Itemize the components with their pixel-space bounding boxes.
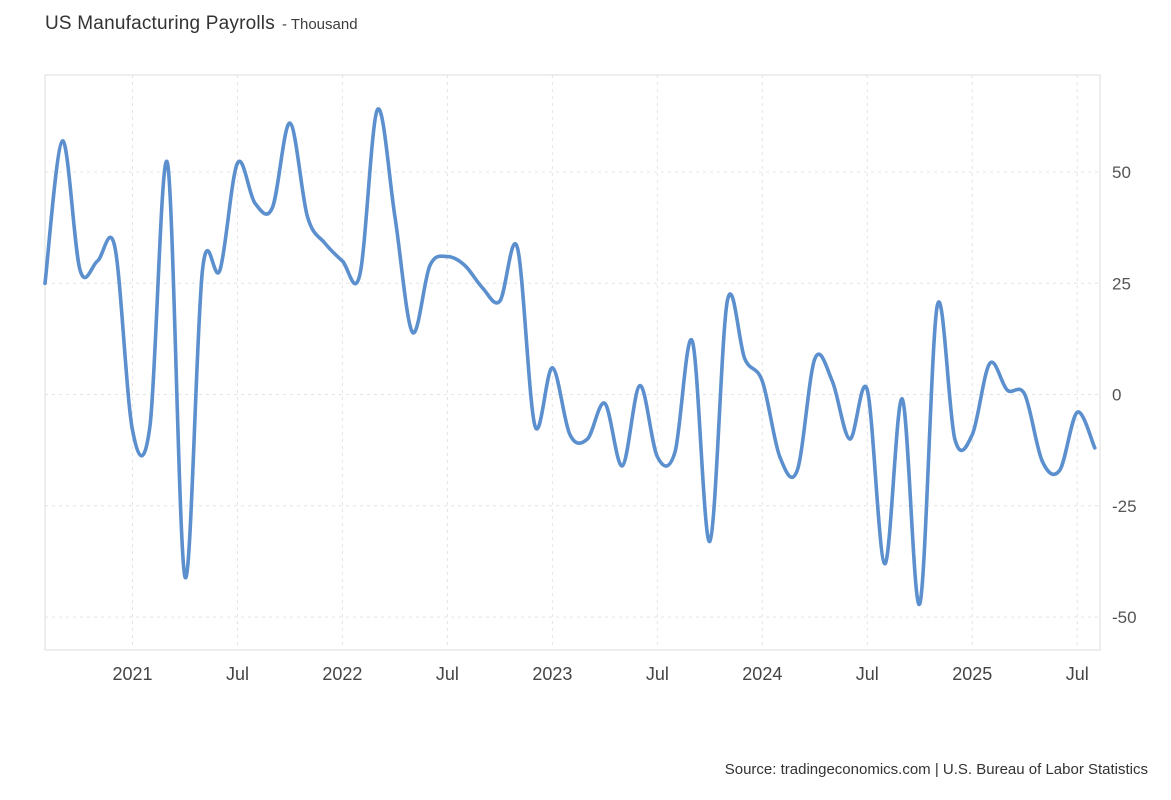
x-axis-tick-label: Jul	[856, 664, 879, 684]
chart-header: US Manufacturing Payrolls - Thousand	[45, 13, 358, 35]
y-axis-tick-label: 0	[1112, 386, 1121, 405]
chart-subtitle: - Thousand	[281, 16, 358, 33]
y-axis-tick-label: 25	[1112, 274, 1131, 293]
x-axis-tick-label: Jul	[646, 664, 669, 684]
x-axis-tick-label: Jul	[1066, 664, 1089, 684]
x-axis-tick-label: 2021	[112, 664, 152, 684]
payrolls-series-line	[43, 107, 1097, 606]
x-axis-tick-label: 2023	[532, 664, 572, 684]
x-axis-tick-label: Jul	[226, 664, 249, 684]
x-axis-tick-label: 2024	[742, 664, 782, 684]
y-axis-tick-label: -25	[1112, 497, 1137, 516]
x-axis-tick-label: 2025	[952, 664, 992, 684]
plot-area-border	[44, 74, 1101, 651]
y-axis-tick-label: -50	[1112, 608, 1137, 627]
y-axis-tick-label: 50	[1112, 163, 1131, 182]
source-attribution: Source: tradingeconomics.com | U.S. Bure…	[724, 761, 1148, 778]
chart-title: US Manufacturing Payrolls	[45, 13, 275, 34]
x-axis-tick-label: 2022	[322, 664, 362, 684]
x-axis-tick-label: Jul	[436, 664, 459, 684]
